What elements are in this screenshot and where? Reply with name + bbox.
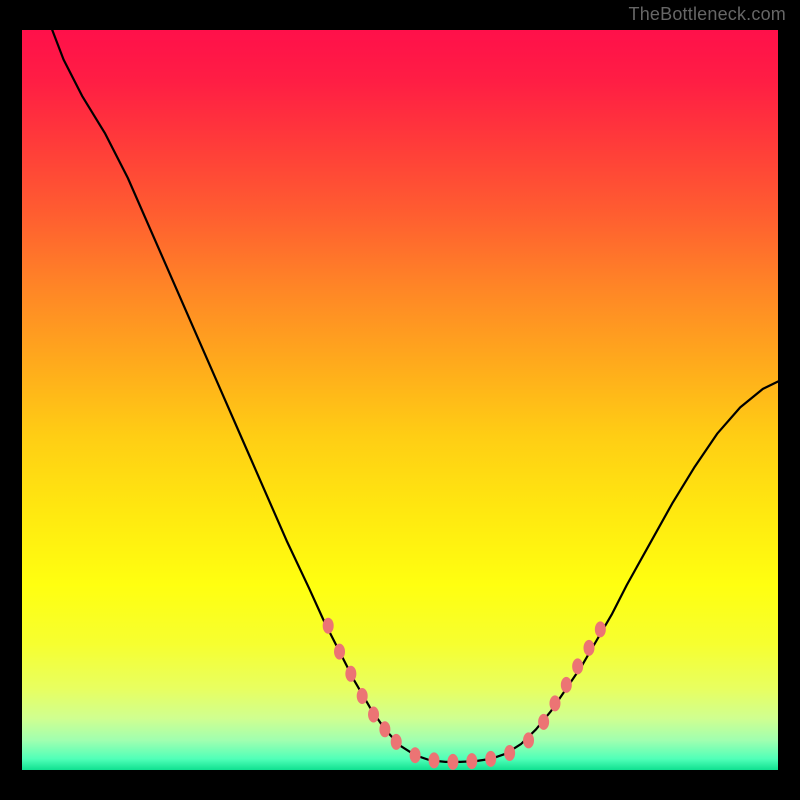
curve-marker [538, 714, 549, 730]
curve-marker [523, 732, 534, 748]
curve-marker [466, 753, 477, 769]
chart-container: TheBottleneck.com [0, 0, 800, 800]
curve-marker [410, 747, 421, 763]
watermark-text: TheBottleneck.com [629, 4, 786, 25]
curve-marker [323, 618, 334, 634]
curve-marker [368, 707, 379, 723]
curve-marker [447, 754, 458, 770]
gradient-background [22, 30, 778, 770]
curve-marker [379, 721, 390, 737]
bottleneck-chart-svg [22, 30, 778, 770]
curve-marker [595, 621, 606, 637]
curve-marker [584, 640, 595, 656]
curve-marker [504, 745, 515, 761]
plot-area [22, 30, 778, 770]
curve-marker [561, 677, 572, 693]
curve-marker [485, 751, 496, 767]
curve-marker [345, 666, 356, 682]
curve-marker [572, 658, 583, 674]
curve-marker [429, 752, 440, 768]
curve-marker [391, 734, 402, 750]
curve-marker [357, 688, 368, 704]
curve-marker [549, 695, 560, 711]
curve-marker [334, 644, 345, 660]
